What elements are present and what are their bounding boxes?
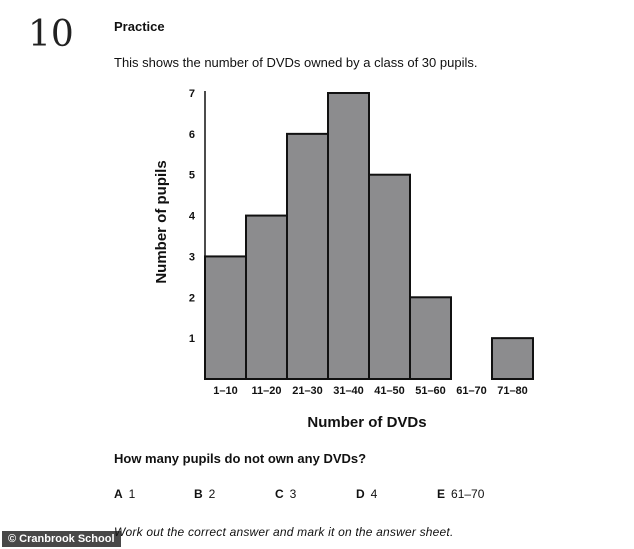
x-axis-label: Number of DVDs (307, 414, 426, 431)
question-number: 10 (28, 14, 74, 55)
question-text: How many pupils do not own any DVDs? (114, 451, 367, 466)
x-tick-label-5: 41–50 (374, 385, 405, 397)
option-d-value: 4 (370, 487, 378, 501)
credit-watermark: © Cranbrook School (2, 531, 121, 547)
x-tick-label-7: 61–70 (456, 385, 487, 397)
option-b-letter: B (194, 487, 203, 501)
x-tick-label-4: 31–40 (333, 385, 364, 397)
bar-2 (245, 214, 288, 380)
option-a-letter: A (114, 487, 123, 501)
x-tick-label-8: 71–80 (497, 385, 528, 397)
x-tick-label-1: 1–10 (213, 385, 237, 397)
y-tick-label-7: 7 (189, 88, 195, 100)
option-c-value: 3 (289, 487, 297, 501)
option-d-letter: D (356, 487, 365, 501)
y-tick-label-5: 5 (189, 170, 195, 182)
option-c-letter: C (275, 487, 284, 501)
option-a-value: 1 (128, 487, 136, 501)
y-tick-label-1: 1 (189, 333, 195, 345)
y-tick-label-4: 4 (189, 211, 196, 223)
option-e-value: 61–70 (451, 487, 485, 501)
bar-5 (368, 173, 411, 380)
option-e[interactable]: E 61–70 (437, 487, 484, 501)
x-tick-label-2: 11–20 (252, 385, 282, 397)
bar-4 (327, 92, 370, 380)
dvd-histogram: Number of pupils Number of DVDs 1234567 … (153, 88, 534, 431)
x-tick-label-6: 51–60 (415, 385, 446, 397)
bar-8 (491, 337, 534, 380)
option-e-letter: E (437, 487, 446, 501)
bar-6 (409, 296, 452, 380)
y-tick-label-2: 2 (189, 292, 195, 304)
x-tick-label-3: 21–30 (292, 385, 323, 397)
practice-heading: Practice (114, 19, 165, 34)
intro-text: This shows the number of DVDs owned by a… (114, 55, 478, 70)
option-b-value: 2 (208, 487, 216, 501)
bar-3 (286, 132, 329, 380)
y-axis-label: Number of pupils (153, 160, 170, 283)
bar-1 (204, 255, 247, 380)
y-tick-label-6: 6 (189, 129, 195, 141)
instruction-text: Work out the correct answer and mark it … (114, 525, 454, 539)
y-tick-label-3: 3 (189, 251, 195, 263)
